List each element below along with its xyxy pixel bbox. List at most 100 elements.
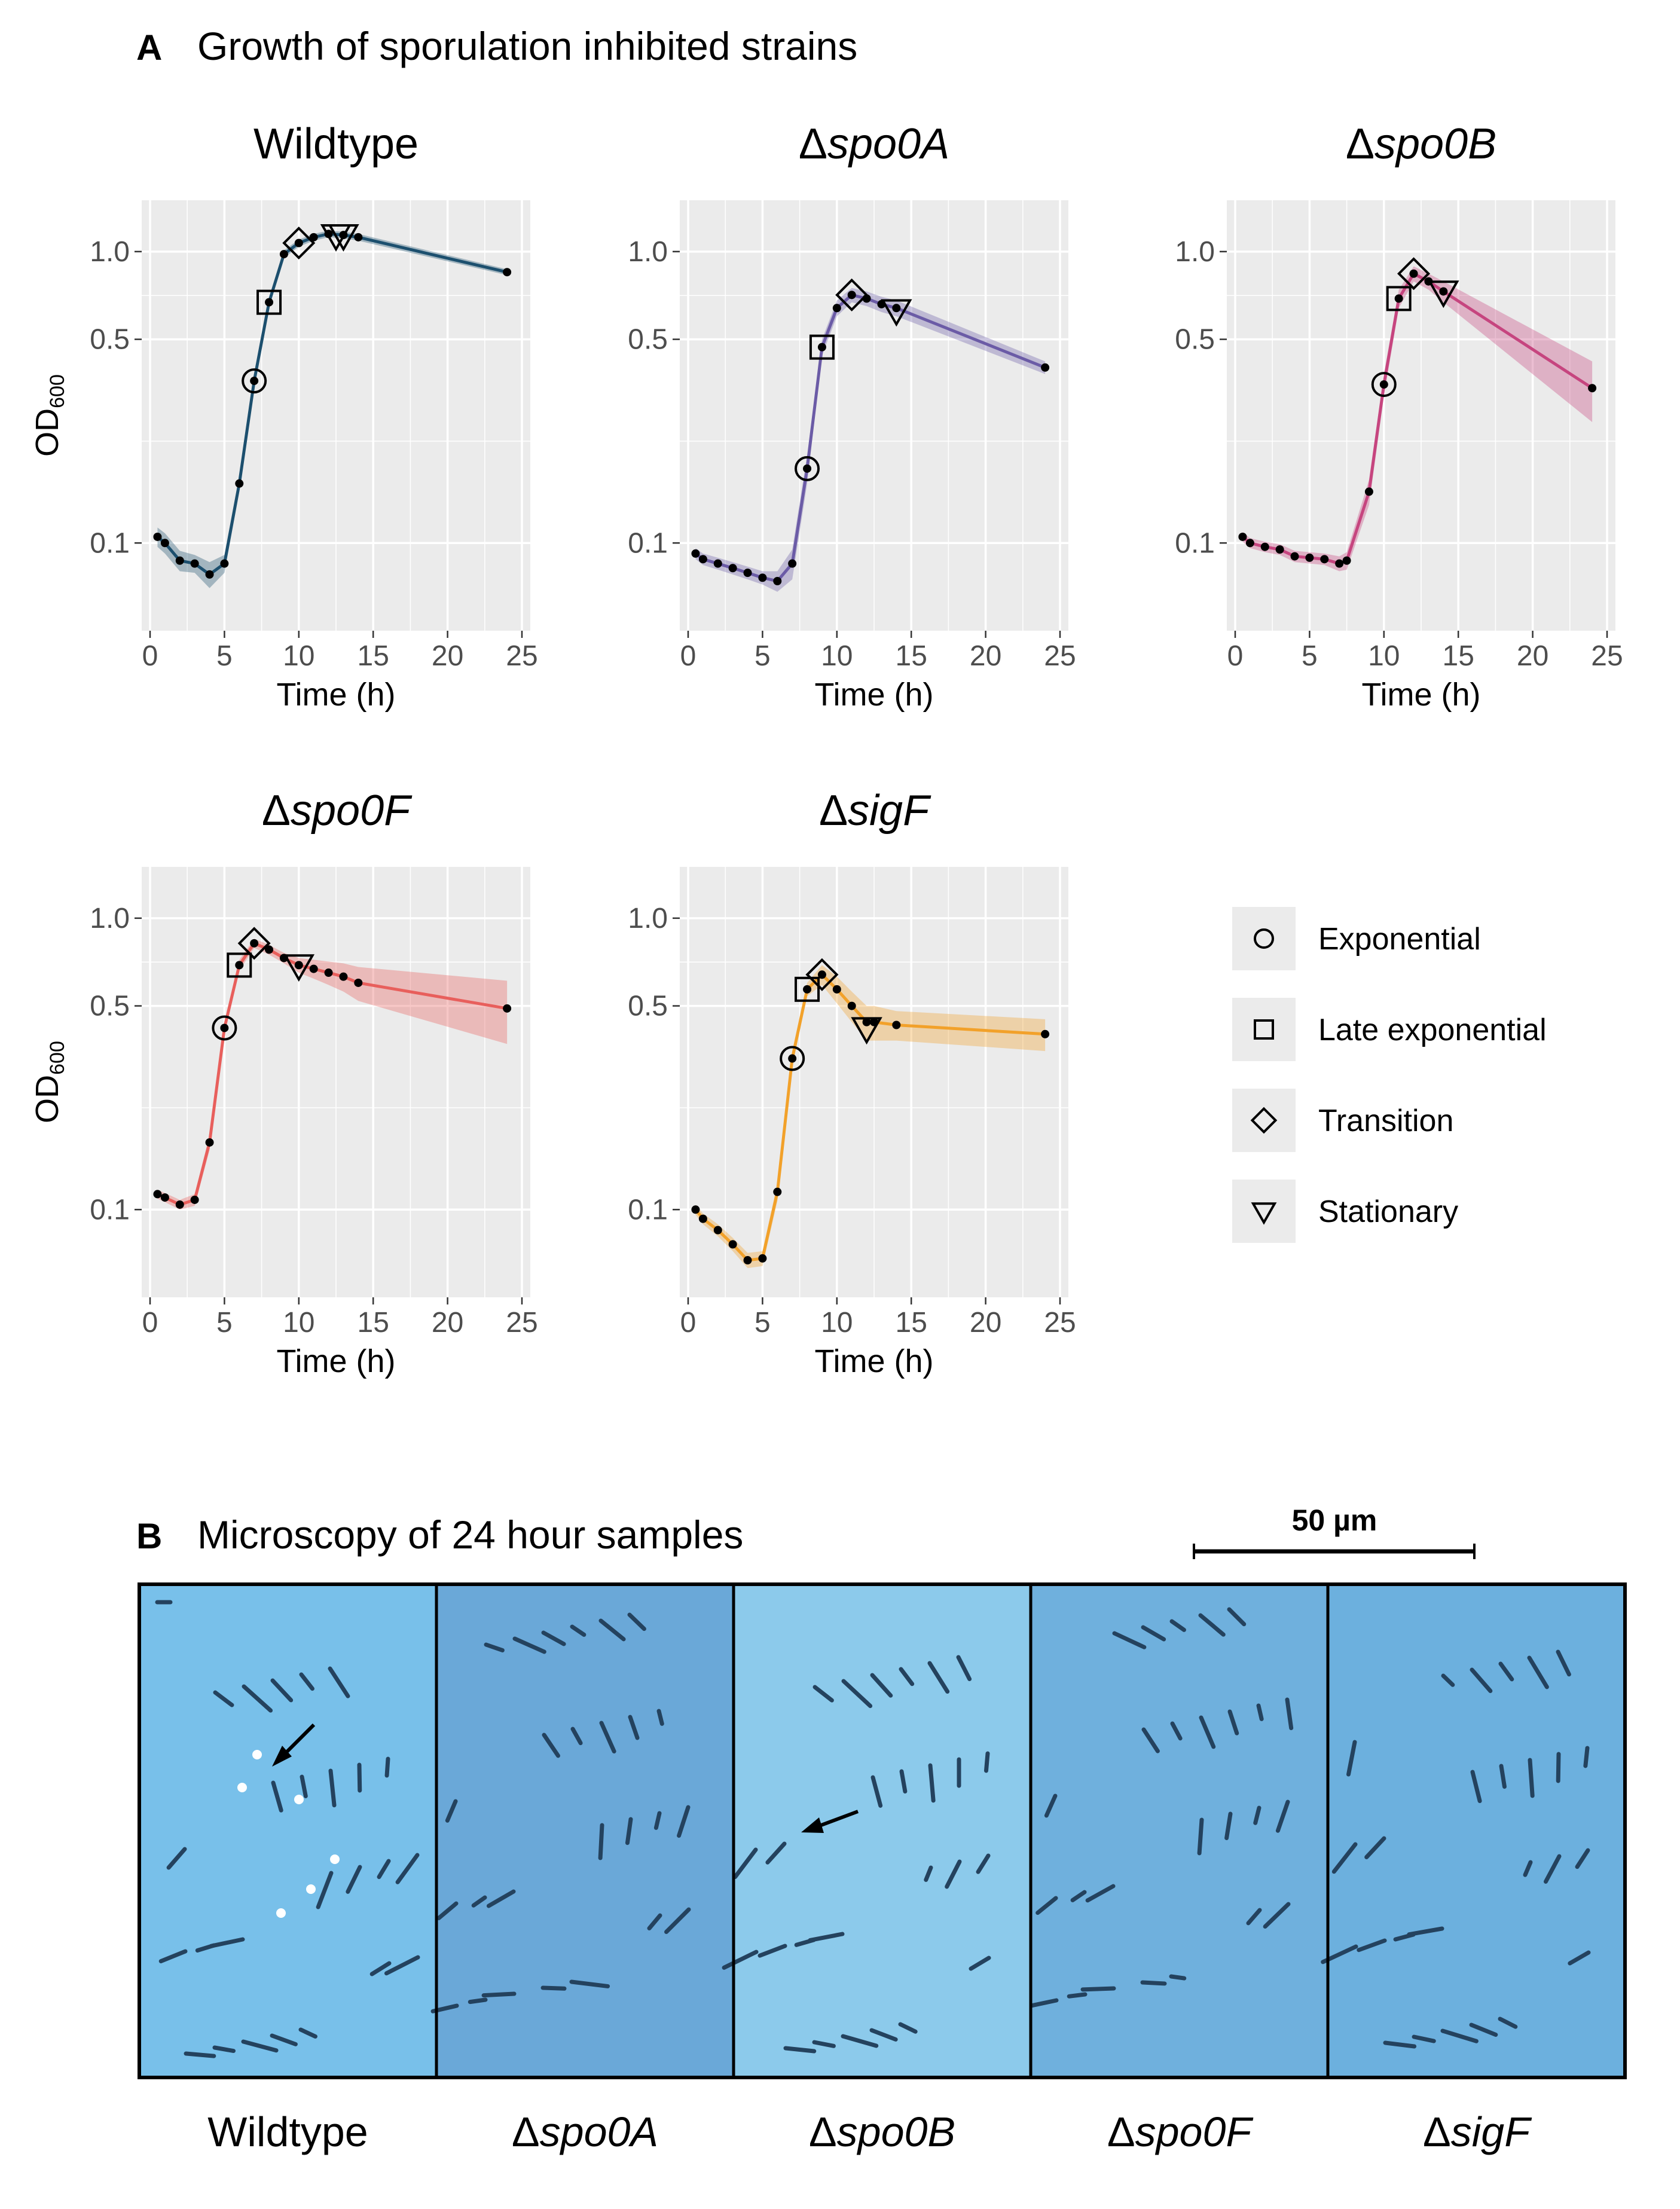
chart-title: ΔsigF xyxy=(819,787,931,835)
cell-rod xyxy=(1227,1607,1247,1627)
legend-circle-icon xyxy=(1254,928,1274,949)
phase-marker-diamond xyxy=(282,226,316,260)
data-point xyxy=(175,1200,184,1209)
cell-rod xyxy=(270,1678,294,1703)
data-point xyxy=(250,377,259,386)
data-point xyxy=(1409,269,1418,278)
data-point xyxy=(1342,556,1351,565)
cell-rod xyxy=(1067,1992,1088,1999)
data-point xyxy=(279,250,288,259)
cell-rod xyxy=(1036,1896,1058,1915)
microscopy-strip: Wildtype Δspo0A Δspo0B Δspo0F ΔsigF xyxy=(138,1582,1627,2155)
microscopy-label: Δspo0A xyxy=(512,2109,658,2155)
microscopy-label: ΔsigF xyxy=(1423,2109,1532,2155)
cell-rod xyxy=(599,1721,616,1754)
cell-rod xyxy=(357,1762,362,1793)
data-point xyxy=(1335,559,1344,568)
cell-rod xyxy=(1199,1715,1216,1749)
x-tick-label: 10 xyxy=(821,1307,853,1339)
phase-marker-circle xyxy=(795,456,820,481)
data-point xyxy=(294,239,303,248)
cell-rod xyxy=(1197,1817,1204,1856)
data-point xyxy=(235,479,244,488)
cell-rod xyxy=(924,1865,933,1882)
cell-rod xyxy=(1407,1926,1444,1937)
cell-rod xyxy=(1499,1764,1507,1789)
delta-symbol: Δ xyxy=(1346,120,1374,168)
phase-marker-diamond xyxy=(835,278,869,311)
growth-chart-spo0b: Δspo0B 0 5 10 15 20 25 0.1 0.5 1.0 Time (h) xyxy=(1175,120,1623,713)
x-tick-label: 15 xyxy=(896,640,927,672)
phase-marker-triangle-down xyxy=(881,299,912,327)
x-tick-label: 0 xyxy=(142,1307,158,1339)
phase-marker-square xyxy=(1386,286,1412,311)
x-axis-title: Time (h) xyxy=(277,677,396,713)
data-point xyxy=(160,539,169,548)
strain-name: spo0B xyxy=(1374,120,1496,168)
cell-rod xyxy=(1364,1836,1386,1859)
cell-rod xyxy=(512,1636,546,1654)
cell-rod xyxy=(870,1673,893,1698)
data-point xyxy=(892,304,901,313)
data-point xyxy=(175,556,184,565)
data-point xyxy=(788,1054,797,1063)
cell-rod xyxy=(570,1624,587,1637)
cell-rod xyxy=(212,2045,236,2054)
phase-marker-diamond xyxy=(237,927,271,960)
phase-marker-diamond xyxy=(805,958,839,991)
data-point xyxy=(190,559,199,568)
data-point xyxy=(698,1214,707,1223)
microscopy-image xyxy=(139,1584,436,2077)
data-point xyxy=(354,978,363,987)
cell-rod xyxy=(976,1853,991,1874)
cell-rod xyxy=(899,1769,908,1794)
cell-rod xyxy=(542,1733,560,1758)
legend-square-icon xyxy=(1254,1019,1274,1040)
x-tick-label: 25 xyxy=(1044,1307,1076,1339)
cell-rod xyxy=(1169,1974,1187,1981)
data-point xyxy=(503,1004,512,1013)
cell-rod xyxy=(436,1901,459,1920)
data-point xyxy=(773,577,782,586)
cell-rod xyxy=(1141,1727,1160,1753)
phase-marker-circle xyxy=(780,1046,805,1071)
x-tick-label: 15 xyxy=(1443,640,1474,672)
spore xyxy=(294,1795,304,1804)
cell-rod xyxy=(346,1865,362,1894)
x-tick-label: 20 xyxy=(432,1307,463,1339)
data-point xyxy=(265,945,274,954)
cell-rod xyxy=(927,1661,950,1694)
error-band xyxy=(157,939,508,1210)
cell-rod xyxy=(1470,1770,1482,1804)
cell-rod xyxy=(1441,1673,1455,1687)
cell-rod xyxy=(242,1684,273,1713)
series-line xyxy=(694,293,1046,583)
cell-rod xyxy=(209,1937,245,1948)
cell-rod xyxy=(1169,1619,1186,1632)
cell-rod xyxy=(969,1956,991,1971)
cell-rod xyxy=(1140,1980,1167,1986)
data-point xyxy=(862,1018,871,1026)
data-point xyxy=(1379,380,1388,389)
data-point xyxy=(847,291,856,300)
spore xyxy=(306,1884,316,1894)
microscopy-image xyxy=(436,1584,734,2077)
scale-bar xyxy=(1193,1544,1476,1559)
cell-rod xyxy=(328,1768,337,1808)
y-tick-label: 0.5 xyxy=(1175,324,1215,356)
phase-marker-triangle-down xyxy=(328,224,359,252)
legend-key-background xyxy=(1232,907,1296,970)
cell-rod xyxy=(841,1679,873,1709)
y-axis-title: OD600 xyxy=(29,374,69,457)
data-point xyxy=(1305,553,1314,562)
cell-rod xyxy=(1527,1655,1549,1689)
cell-rod xyxy=(445,1799,458,1823)
cell-rod xyxy=(184,2051,216,2058)
cell-rod xyxy=(1080,1986,1116,1992)
cell-rod xyxy=(812,1685,834,1703)
data-point xyxy=(324,968,333,977)
data-point xyxy=(1041,363,1050,372)
cell-rod xyxy=(1263,1902,1291,1929)
microscopy-image xyxy=(1328,1584,1625,2077)
phase-marker-diamond xyxy=(1397,257,1431,291)
